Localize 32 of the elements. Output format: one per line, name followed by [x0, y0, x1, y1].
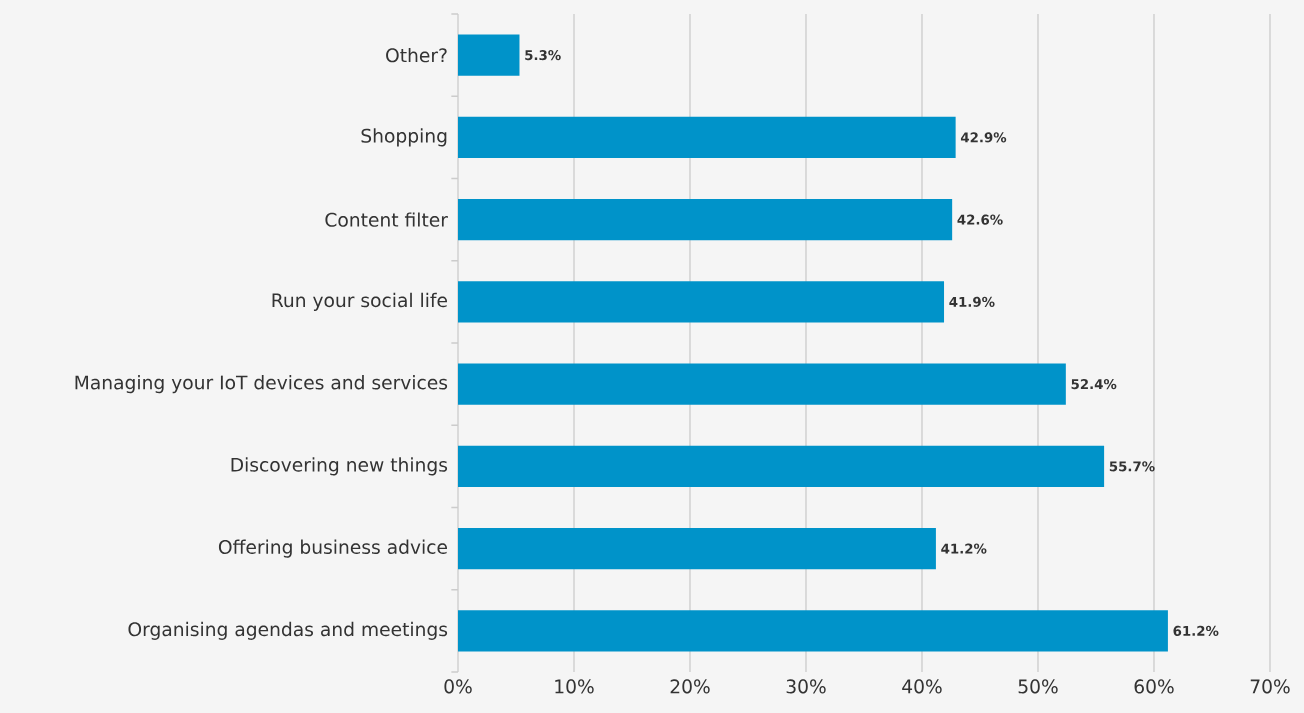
y-tick-label: Organising agendas and meetings: [128, 621, 448, 640]
data-label: 61.2%: [1173, 625, 1219, 636]
y-tick-label: Discovering new things: [231, 457, 448, 476]
x-tick-label: 40%: [902, 679, 942, 694]
x-tick-label: 10%: [555, 679, 594, 694]
data-label: 55.7%: [1109, 461, 1155, 472]
x-tick-label: 50%: [1018, 679, 1058, 694]
y-tick-label: Managing your IoT devices and services: [75, 375, 448, 394]
data-label: 5.3%: [525, 50, 561, 61]
bar: [458, 199, 953, 241]
x-tick-label: 70%: [1250, 679, 1290, 694]
data-label: 52.4%: [1071, 379, 1117, 390]
bar: [458, 528, 936, 570]
data-label: 42.9%: [960, 132, 1007, 143]
x-tick-label: 30%: [786, 679, 826, 694]
data-label: 41.9%: [949, 296, 995, 307]
y-tick-label: Shopping: [361, 128, 447, 147]
y-tick-label: Offering business advice: [218, 539, 447, 558]
bar: [458, 445, 1105, 487]
y-tick-label: Content filter: [325, 212, 448, 227]
data-label: 41.2%: [941, 543, 987, 554]
bar: [458, 116, 956, 158]
bar: [458, 34, 520, 76]
y-tick-label: Run your social life: [272, 292, 447, 311]
x-tick-label: 20%: [670, 679, 710, 694]
data-label: 42.6%: [957, 214, 1003, 225]
x-tick-label: 60%: [1134, 679, 1174, 694]
bar: [458, 610, 1168, 652]
x-tick-label: 0%: [444, 679, 472, 694]
y-tick-label: Other?: [386, 47, 447, 63]
bar: [458, 363, 1066, 405]
bar: [458, 281, 945, 323]
